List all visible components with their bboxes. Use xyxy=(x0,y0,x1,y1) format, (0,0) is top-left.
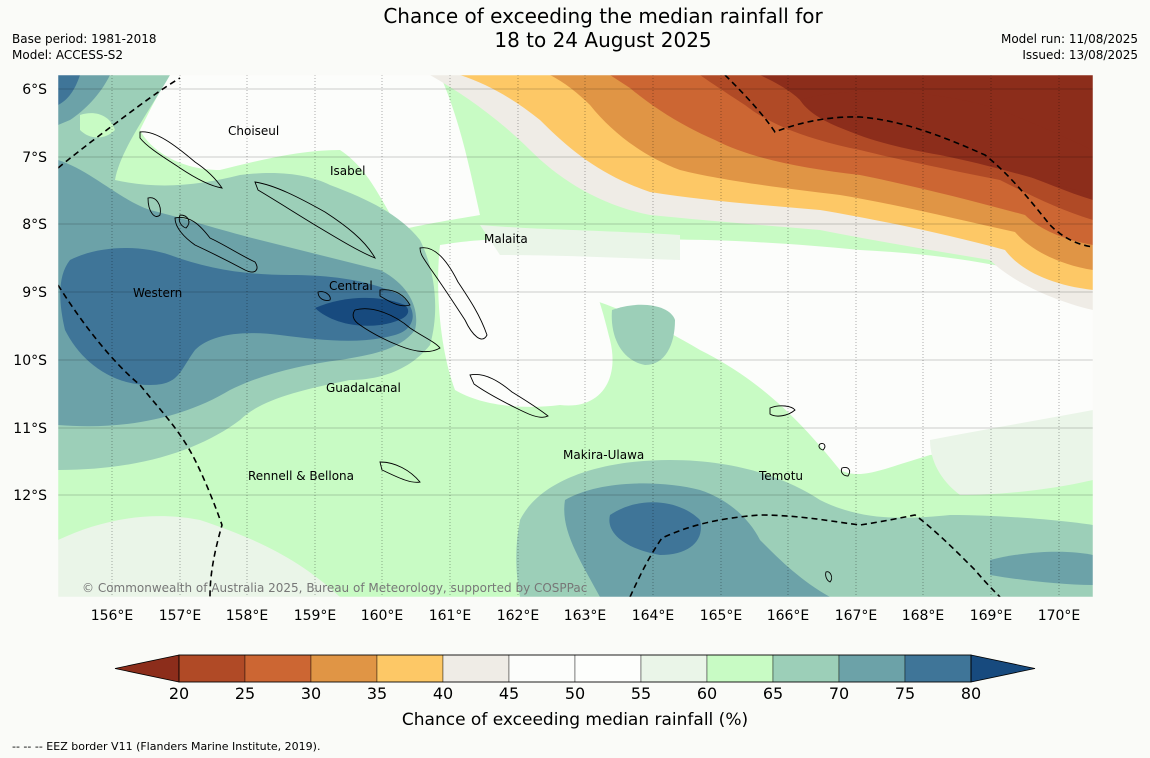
colorbar-tick-label: 35 xyxy=(367,684,387,703)
title-line-2: 18 to 24 August 2025 xyxy=(494,28,712,52)
colorbar-cell xyxy=(574,654,642,683)
base-period: Base period: 1981-2018 xyxy=(12,32,157,46)
lat-label-9s: 9°S xyxy=(22,285,47,301)
colorbar-tick-label: 40 xyxy=(433,684,453,703)
lon-label-164e: 164°E xyxy=(632,608,675,624)
colorbar-tick-label: 80 xyxy=(961,684,981,703)
colorbar-tick-label: 75 xyxy=(895,684,915,703)
copyright-text: © Commonwealth of Australia 2025, Bureau… xyxy=(82,581,587,595)
colorbar-cell xyxy=(838,654,906,683)
region-label-rennell-bellona: Rennell & Bellona xyxy=(248,469,354,483)
colorbar-tick-label: 70 xyxy=(829,684,849,703)
island-outlines xyxy=(139,131,851,583)
colorbar-cell xyxy=(178,654,246,683)
region-label-western: Western xyxy=(133,286,182,300)
lon-label-156e: 156°E xyxy=(91,608,134,624)
region-label-choiseul: Choiseul xyxy=(228,124,279,138)
colorbar-extend-high xyxy=(970,654,1036,683)
lon-label-163e: 163°E xyxy=(564,608,607,624)
lon-label-167e: 167°E xyxy=(835,608,878,624)
lon-label-161e: 161°E xyxy=(429,608,472,624)
lat-label-11s: 11°S xyxy=(13,421,47,437)
lon-label-160e: 160°E xyxy=(361,608,404,624)
colorbar-cell xyxy=(640,654,708,683)
colorbar-title: Chance of exceeding median rainfall (%) xyxy=(402,710,748,730)
lon-label-157e: 157°E xyxy=(159,608,202,624)
colorbar-cell xyxy=(772,654,840,683)
colorbar-cell xyxy=(442,654,510,683)
model-info: Base period: 1981-2018 Model: ACCESS-S2 xyxy=(12,31,157,63)
contour-fields xyxy=(58,75,1093,597)
lat-label-10s: 10°S xyxy=(13,353,47,369)
colorbar-cell xyxy=(904,654,972,683)
lon-label-158e: 158°E xyxy=(226,608,269,624)
lat-label-7s: 7°S xyxy=(22,150,47,166)
lon-label-169e: 169°E xyxy=(970,608,1013,624)
issued-date: Issued: 13/08/2025 xyxy=(1022,48,1138,62)
colorbar-extend-low xyxy=(114,654,180,683)
colorbar-tick-label: 20 xyxy=(169,684,189,703)
lon-label-170e: 170°E xyxy=(1038,608,1081,624)
colorbar-tick-label: 50 xyxy=(565,684,585,703)
lon-label-166e: 166°E xyxy=(767,608,810,624)
colorbar-cell xyxy=(376,654,444,683)
lat-label-6s: 6°S xyxy=(22,82,47,98)
region-label-guadalcanal: Guadalcanal xyxy=(326,381,401,395)
lon-label-168e: 168°E xyxy=(902,608,945,624)
colorbar: 20 25 30 35 40 45 50 55 60 65 70 75 80 Chance of exc… xyxy=(114,654,1036,730)
region-label-central: Central xyxy=(329,279,373,293)
lon-label-159e: 159°E xyxy=(294,608,337,624)
model-run: Model run: 11/08/2025 xyxy=(1000,32,1138,46)
lon-label-162e: 162°E xyxy=(497,608,540,624)
colorbar-tick-label: 30 xyxy=(301,684,321,703)
lat-label-8s: 8°S xyxy=(22,217,47,233)
region-label-temotu: Temotu xyxy=(758,469,803,483)
colorbar-cell xyxy=(310,654,378,683)
latitude-labels: 6°S 7°S 8°S 9°S 10°S 11°S 12°S xyxy=(13,82,47,504)
eez-borders xyxy=(58,75,1093,597)
model-name: Model: ACCESS-S2 xyxy=(12,48,124,62)
grid-lines xyxy=(58,75,1093,597)
region-label-malaita: Malaita xyxy=(484,232,528,246)
title-line-1: Chance of exceeding the median rainfall … xyxy=(383,4,823,28)
colorbar-tick-label: 55 xyxy=(631,684,651,703)
colorbar-tick-label: 45 xyxy=(499,684,519,703)
region-labels: Choiseul Isabel Malaita Western Central … xyxy=(133,124,803,483)
lat-label-12s: 12°S xyxy=(13,488,47,504)
colorbar-ticks: 20 25 30 35 40 45 50 55 60 65 70 75 80 xyxy=(169,684,981,703)
colorbar-cell xyxy=(706,654,774,683)
colorbar-cell xyxy=(508,654,576,683)
lon-label-165e: 165°E xyxy=(700,608,743,624)
run-info: Model run: 11/08/2025 Issued: 13/08/2025 xyxy=(1001,31,1138,63)
colorbar-tick-label: 25 xyxy=(235,684,255,703)
colorbar-cell xyxy=(244,654,312,683)
eez-footnote: -- -- -- EEZ border V11 (Flanders Marine… xyxy=(12,740,321,753)
region-label-isabel: Isabel xyxy=(330,164,365,178)
colorbar-tick-label: 65 xyxy=(763,684,783,703)
colorbar-cells xyxy=(114,654,1036,683)
chart-title: Chance of exceeding the median rainfall … xyxy=(0,4,1150,52)
colorbar-tick-label: 60 xyxy=(697,684,717,703)
longitude-labels: 156°E 157°E 158°E 159°E 160°E 161°E 162°… xyxy=(91,608,1081,624)
region-label-makira-ulawa: Makira-Ulawa xyxy=(563,448,644,462)
